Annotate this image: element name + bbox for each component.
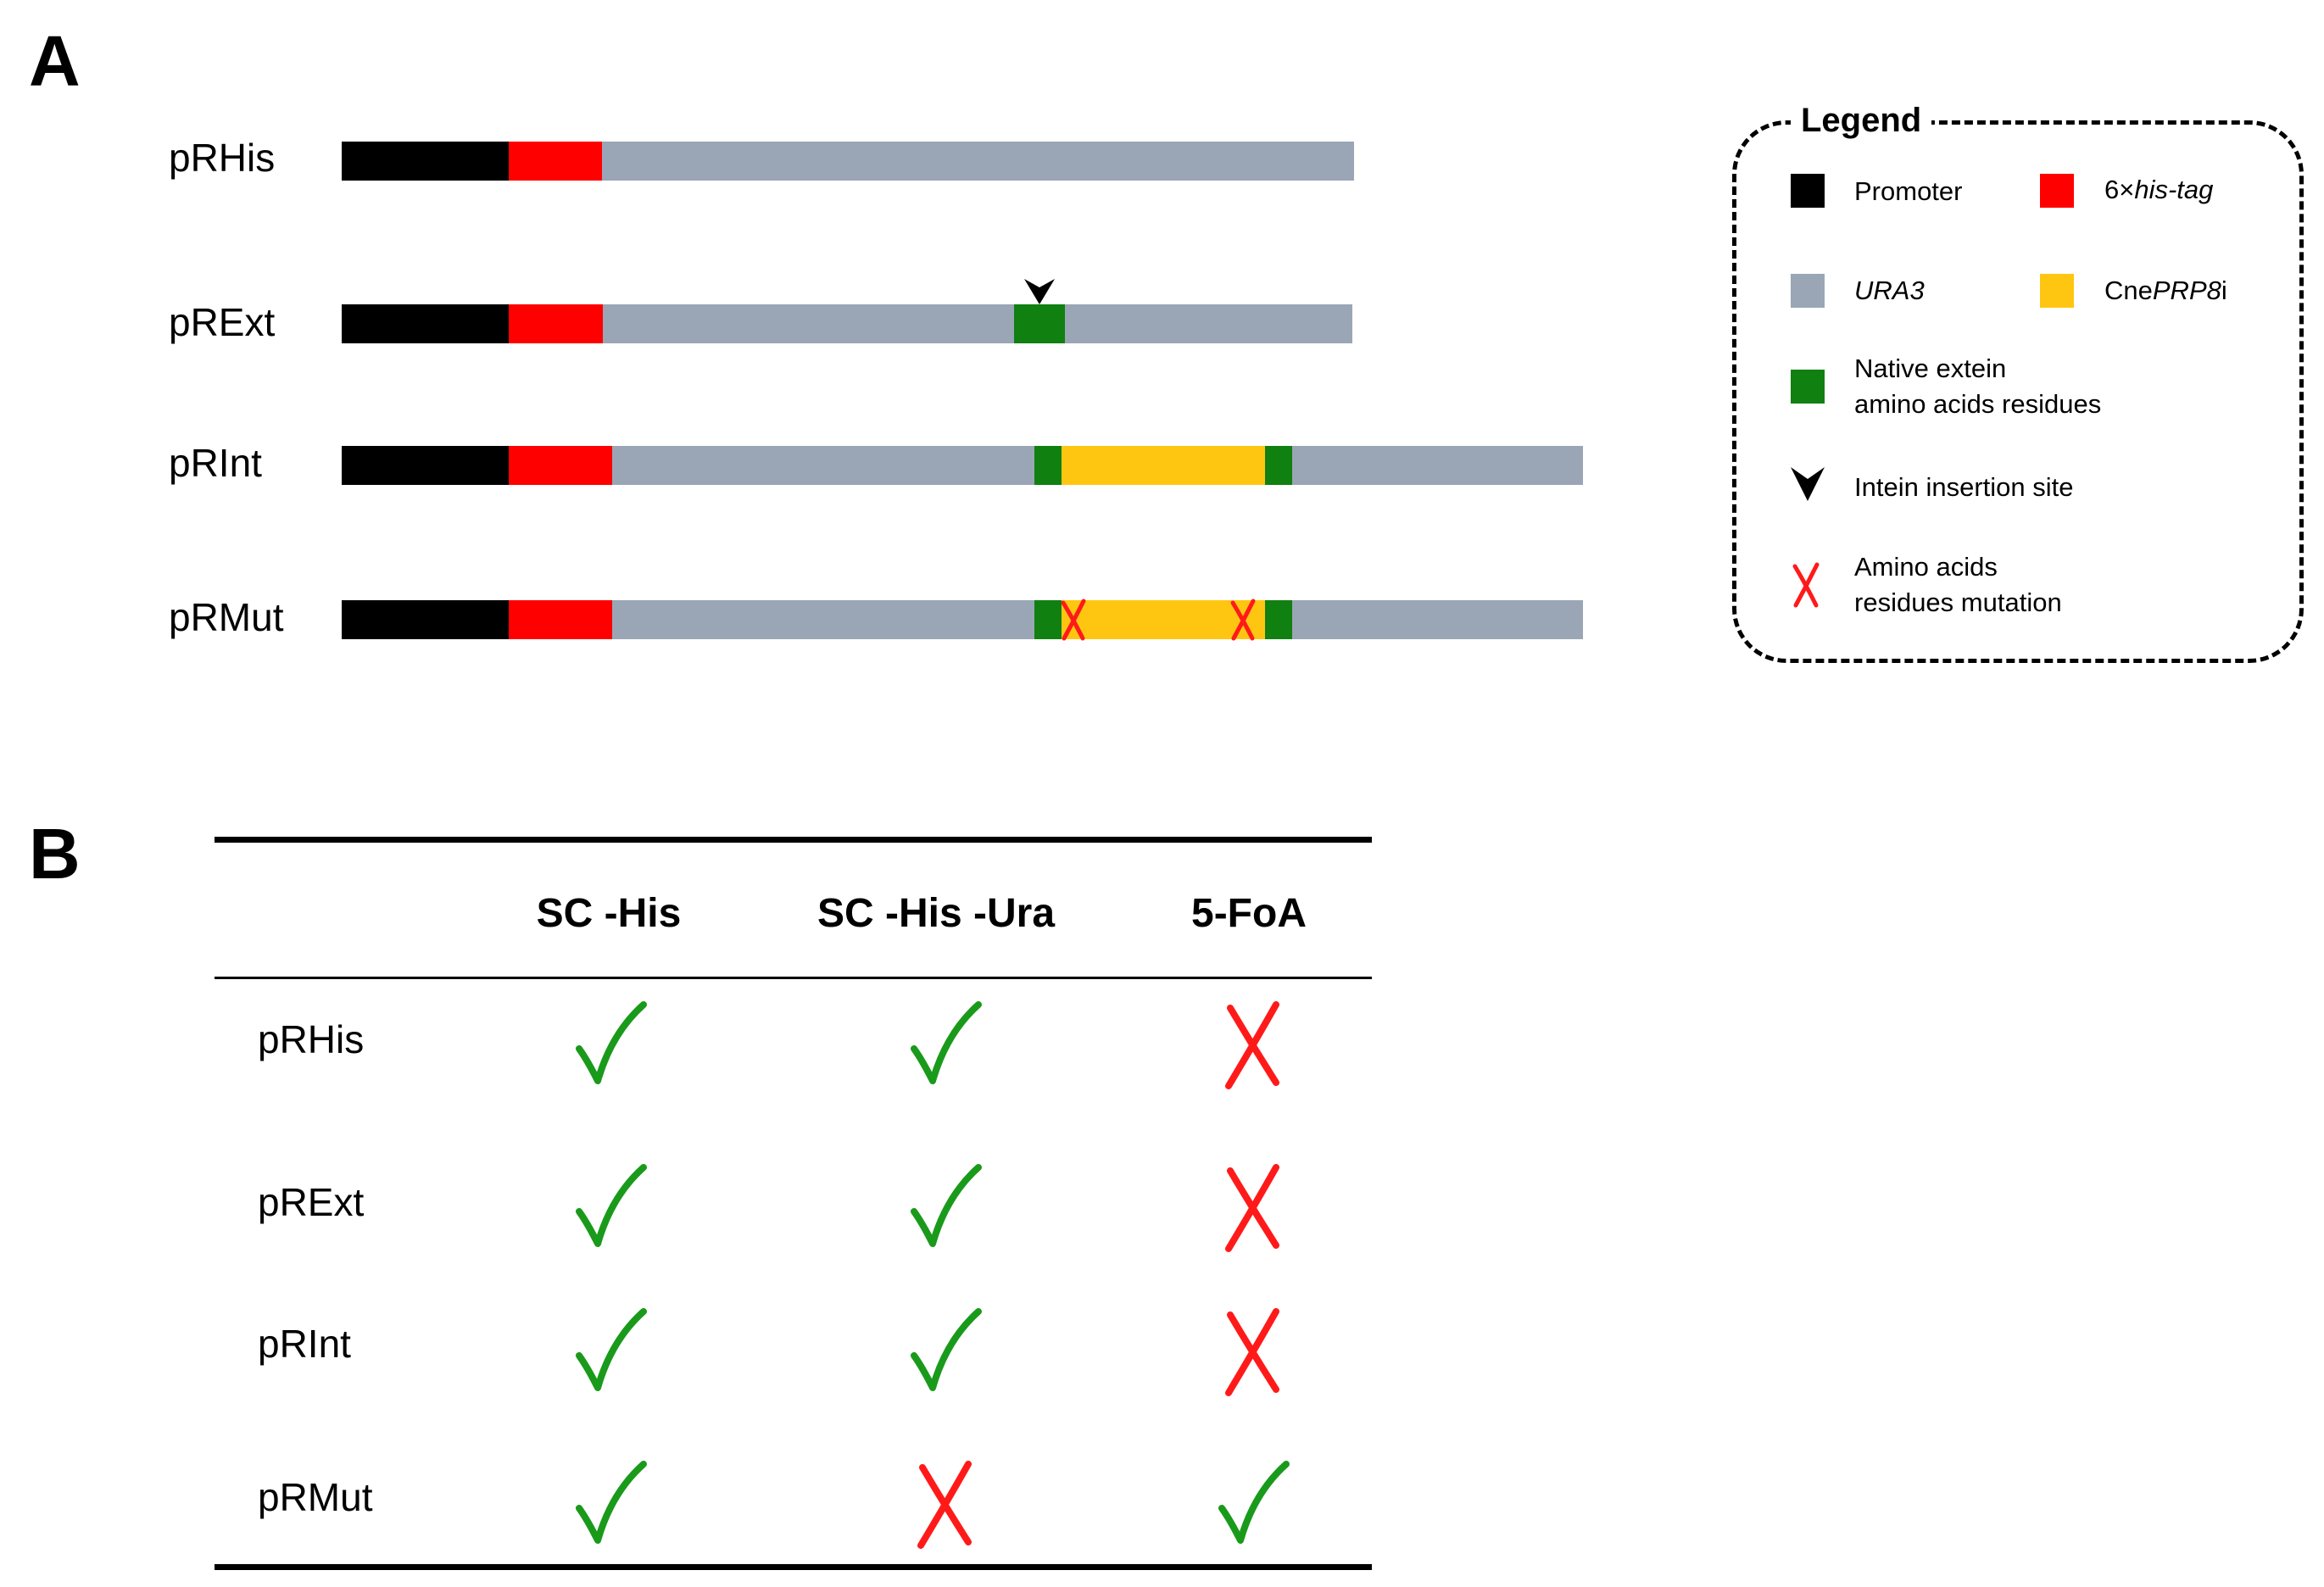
legend-swatch-prp8i [2040,274,2074,308]
construct-label-print: pRInt [169,441,262,485]
row-label-prext: pRExt [258,1180,365,1224]
mutation-cross-icon [1230,599,1256,641]
no-growth-cross-icon [917,1461,972,1549]
ura3-segment [603,304,1014,343]
legend-swatch-extein [1791,370,1825,404]
construct-label-prhis: pRHis [169,136,276,180]
intein-segment [1062,600,1265,639]
legend-label-extein-line1: Native extein [1854,354,2007,383]
chevron-down-icon [1791,467,1825,501]
legend-label-ura3-italic: URA3 [1854,276,1925,305]
extein-segment [1014,304,1065,343]
legend-swatch-ura3 [1791,274,1825,308]
row-label-prmut: pRMut [258,1475,373,1519]
legend-label-mutation-line2: residues mutation [1854,587,2062,617]
extein-segment [1265,600,1292,639]
ura3-segment [602,142,1354,181]
legend-label-his-tag-italic: his-tag [2134,175,2214,204]
chevron-down-icon [1024,279,1055,304]
no-growth-cross-icon [1225,1001,1279,1089]
his-tag-segment [509,446,612,485]
panel-a-label: A [29,21,81,101]
growth-check-icon [576,1001,647,1084]
legend-title: Legend [1791,100,1932,141]
table-bottom-rule [215,1564,1372,1570]
ura3-segment [612,600,1034,639]
legend-label-mutation-line1: Amino acids [1854,552,1998,582]
column-header-sc-his: SC -His [536,891,682,936]
table-top-rule [215,837,1372,843]
growth-check-icon [911,1164,982,1247]
ura3-segment [1292,446,1583,485]
construct-label-prmut: pRMut [169,595,284,639]
construct-label-prext: pRExt [169,300,276,344]
table-header-rule [215,977,1372,979]
growth-check-icon [911,1001,982,1084]
ura3-segment [1065,304,1352,343]
legend-swatch-promoter [1791,174,1825,208]
legend-swatch-his-tag [2040,174,2074,208]
ura3-segment [612,446,1034,485]
extein-segment [1034,600,1062,639]
mutation-cross-icon [1061,599,1086,641]
legend-label-prp8i-prefix: Cne [2104,276,2153,305]
legend-label-prp8i-italic: PRP8 [2152,276,2221,305]
legend-label-ura3: URA3 [1854,272,1925,309]
growth-check-icon [911,1308,982,1391]
extein-segment [1034,446,1062,485]
his-tag-segment [509,142,602,181]
promoter-segment [342,446,509,485]
growth-check-icon [1218,1461,1290,1544]
legend-label-prp8i: CnePRP8i [2104,272,2227,309]
promoter-segment [342,304,509,343]
ura3-segment [1292,600,1583,639]
promoter-segment [342,142,509,181]
intein-segment [1062,446,1265,485]
no-growth-cross-icon [1225,1308,1279,1396]
row-label-print: pRInt [258,1322,351,1366]
growth-check-icon [576,1461,647,1544]
growth-check-icon [576,1308,647,1391]
legend-label-extein-line2: amino acids residues [1854,389,2102,419]
extein-segment [1265,446,1292,485]
promoter-segment [342,600,509,639]
no-growth-cross-icon [1225,1164,1279,1252]
his-tag-segment [509,600,612,639]
row-label-prhis: pRHis [258,1017,365,1061]
legend-label-his-tag-prefix: 6× [2104,175,2135,204]
red-cross-icon [1792,562,1820,608]
legend-label-insertion: Intein insertion site [1854,472,2074,502]
legend-label-prp8i-suffix: i [2221,276,2227,305]
column-header-5-foa: 5-FoA [1191,891,1307,936]
panel-b-label: B [29,814,81,894]
column-header-sc-his-ura: SC -His -Ura [816,891,1056,936]
his-tag-segment [509,304,603,343]
legend-label-promoter: Promoter [1854,176,1963,206]
legend-label-his-tag: 6×his-tag [2104,171,2213,208]
legend-box [1732,120,2304,663]
growth-check-icon [576,1164,647,1247]
